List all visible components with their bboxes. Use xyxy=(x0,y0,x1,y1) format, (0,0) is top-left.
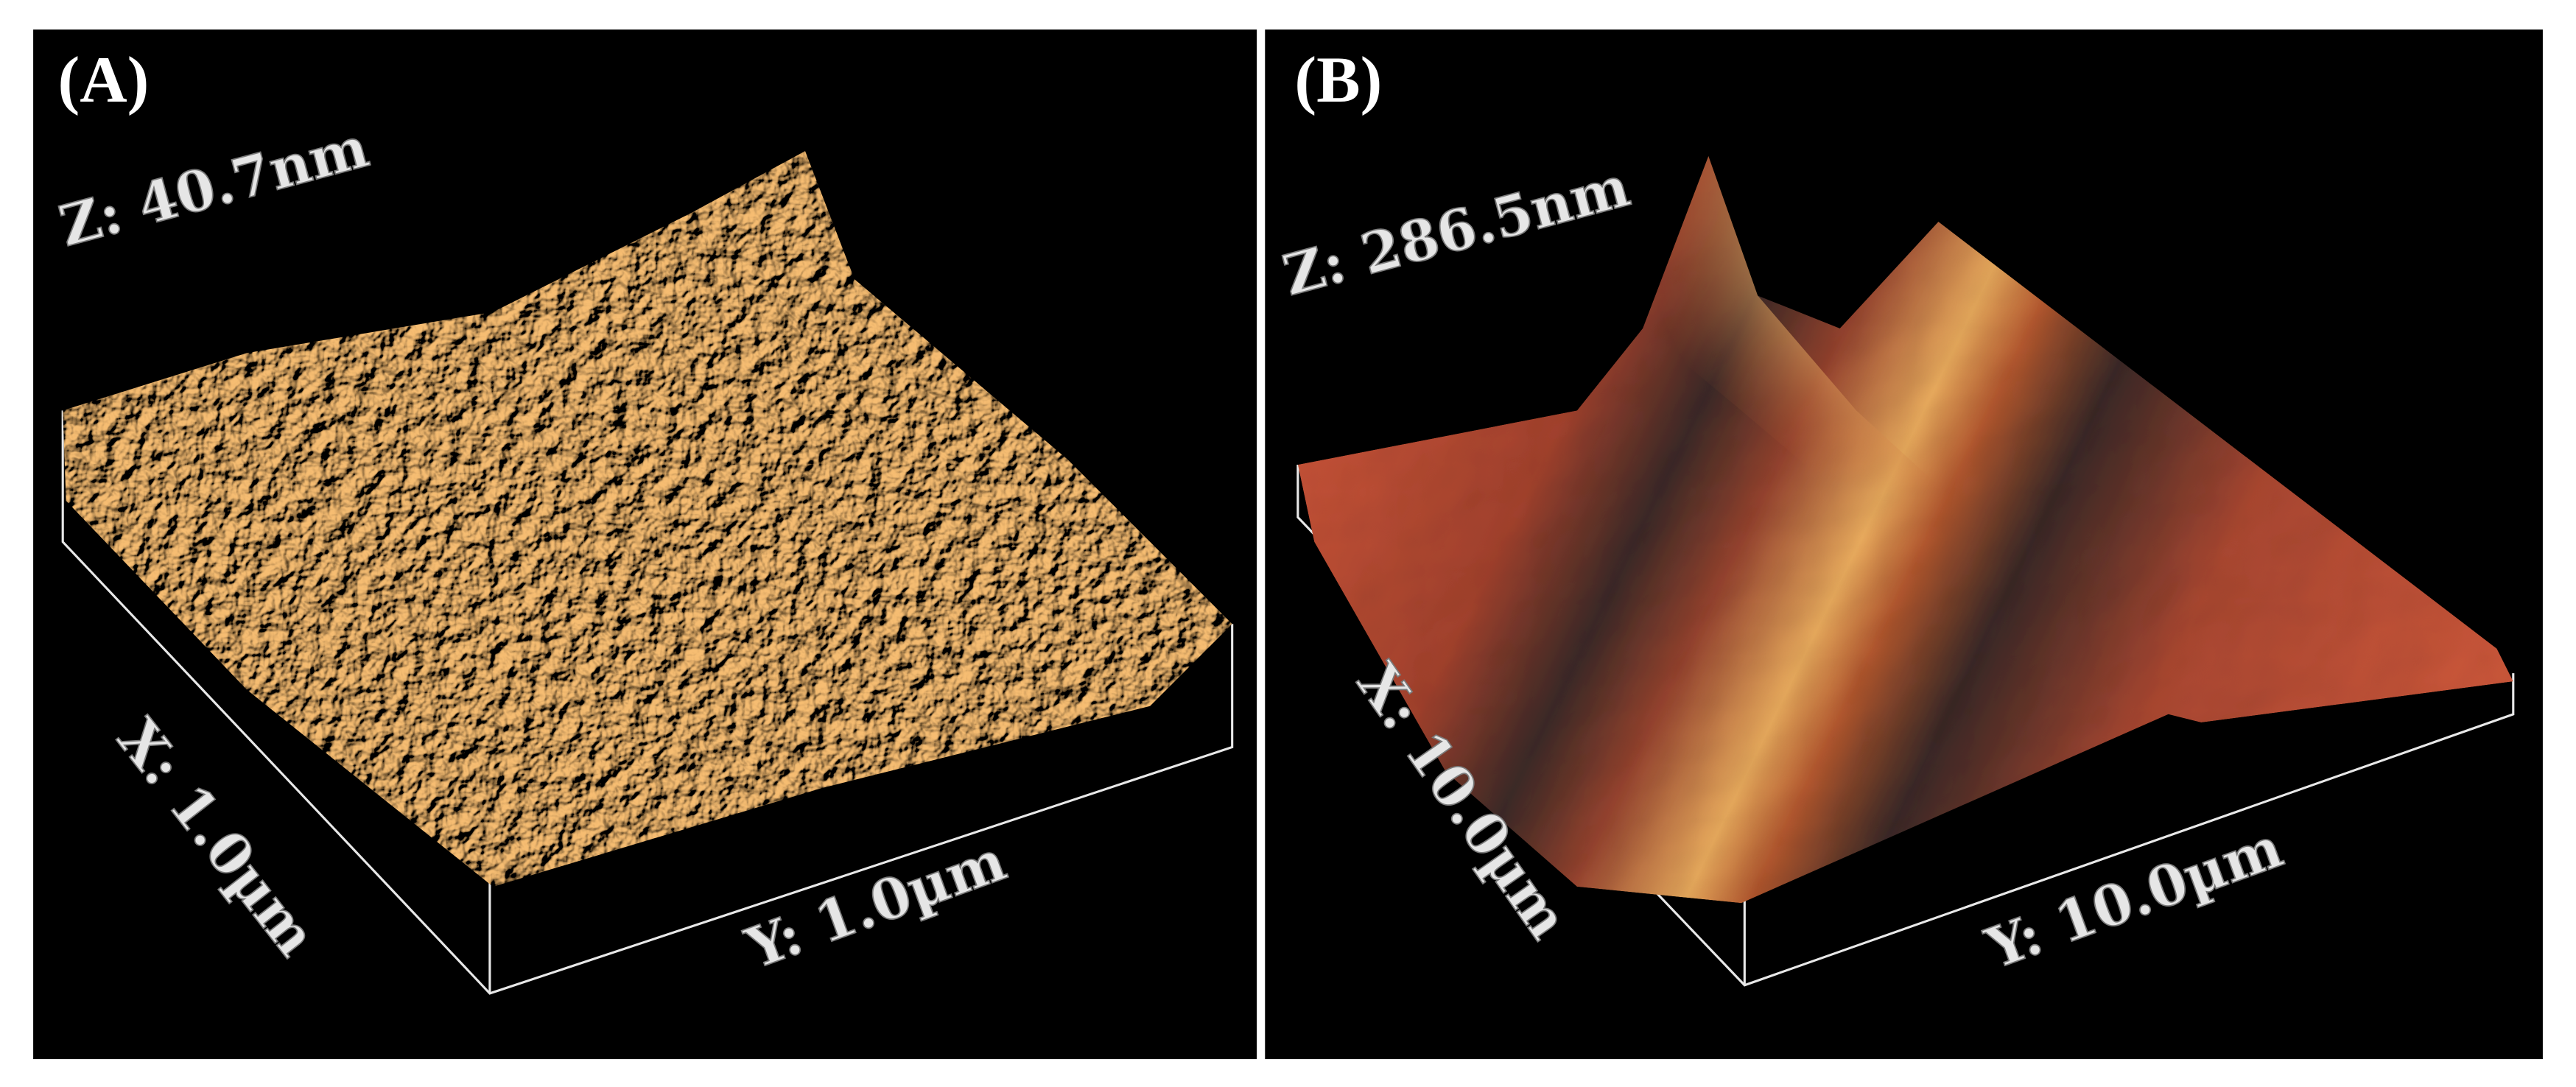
panel-label: (A) xyxy=(58,44,150,116)
panel-b: (B) Z: 286.5nm X: 10.0µm Y: 10.0µm xyxy=(1265,29,2543,1060)
surface xyxy=(63,151,1232,887)
ridge-highlight xyxy=(1643,155,2185,723)
panel-label: (B) xyxy=(1294,44,1382,116)
panel-a: (A) Z: 40.7nm X: 1.0µm Y: 1.0µm xyxy=(33,29,1257,1060)
